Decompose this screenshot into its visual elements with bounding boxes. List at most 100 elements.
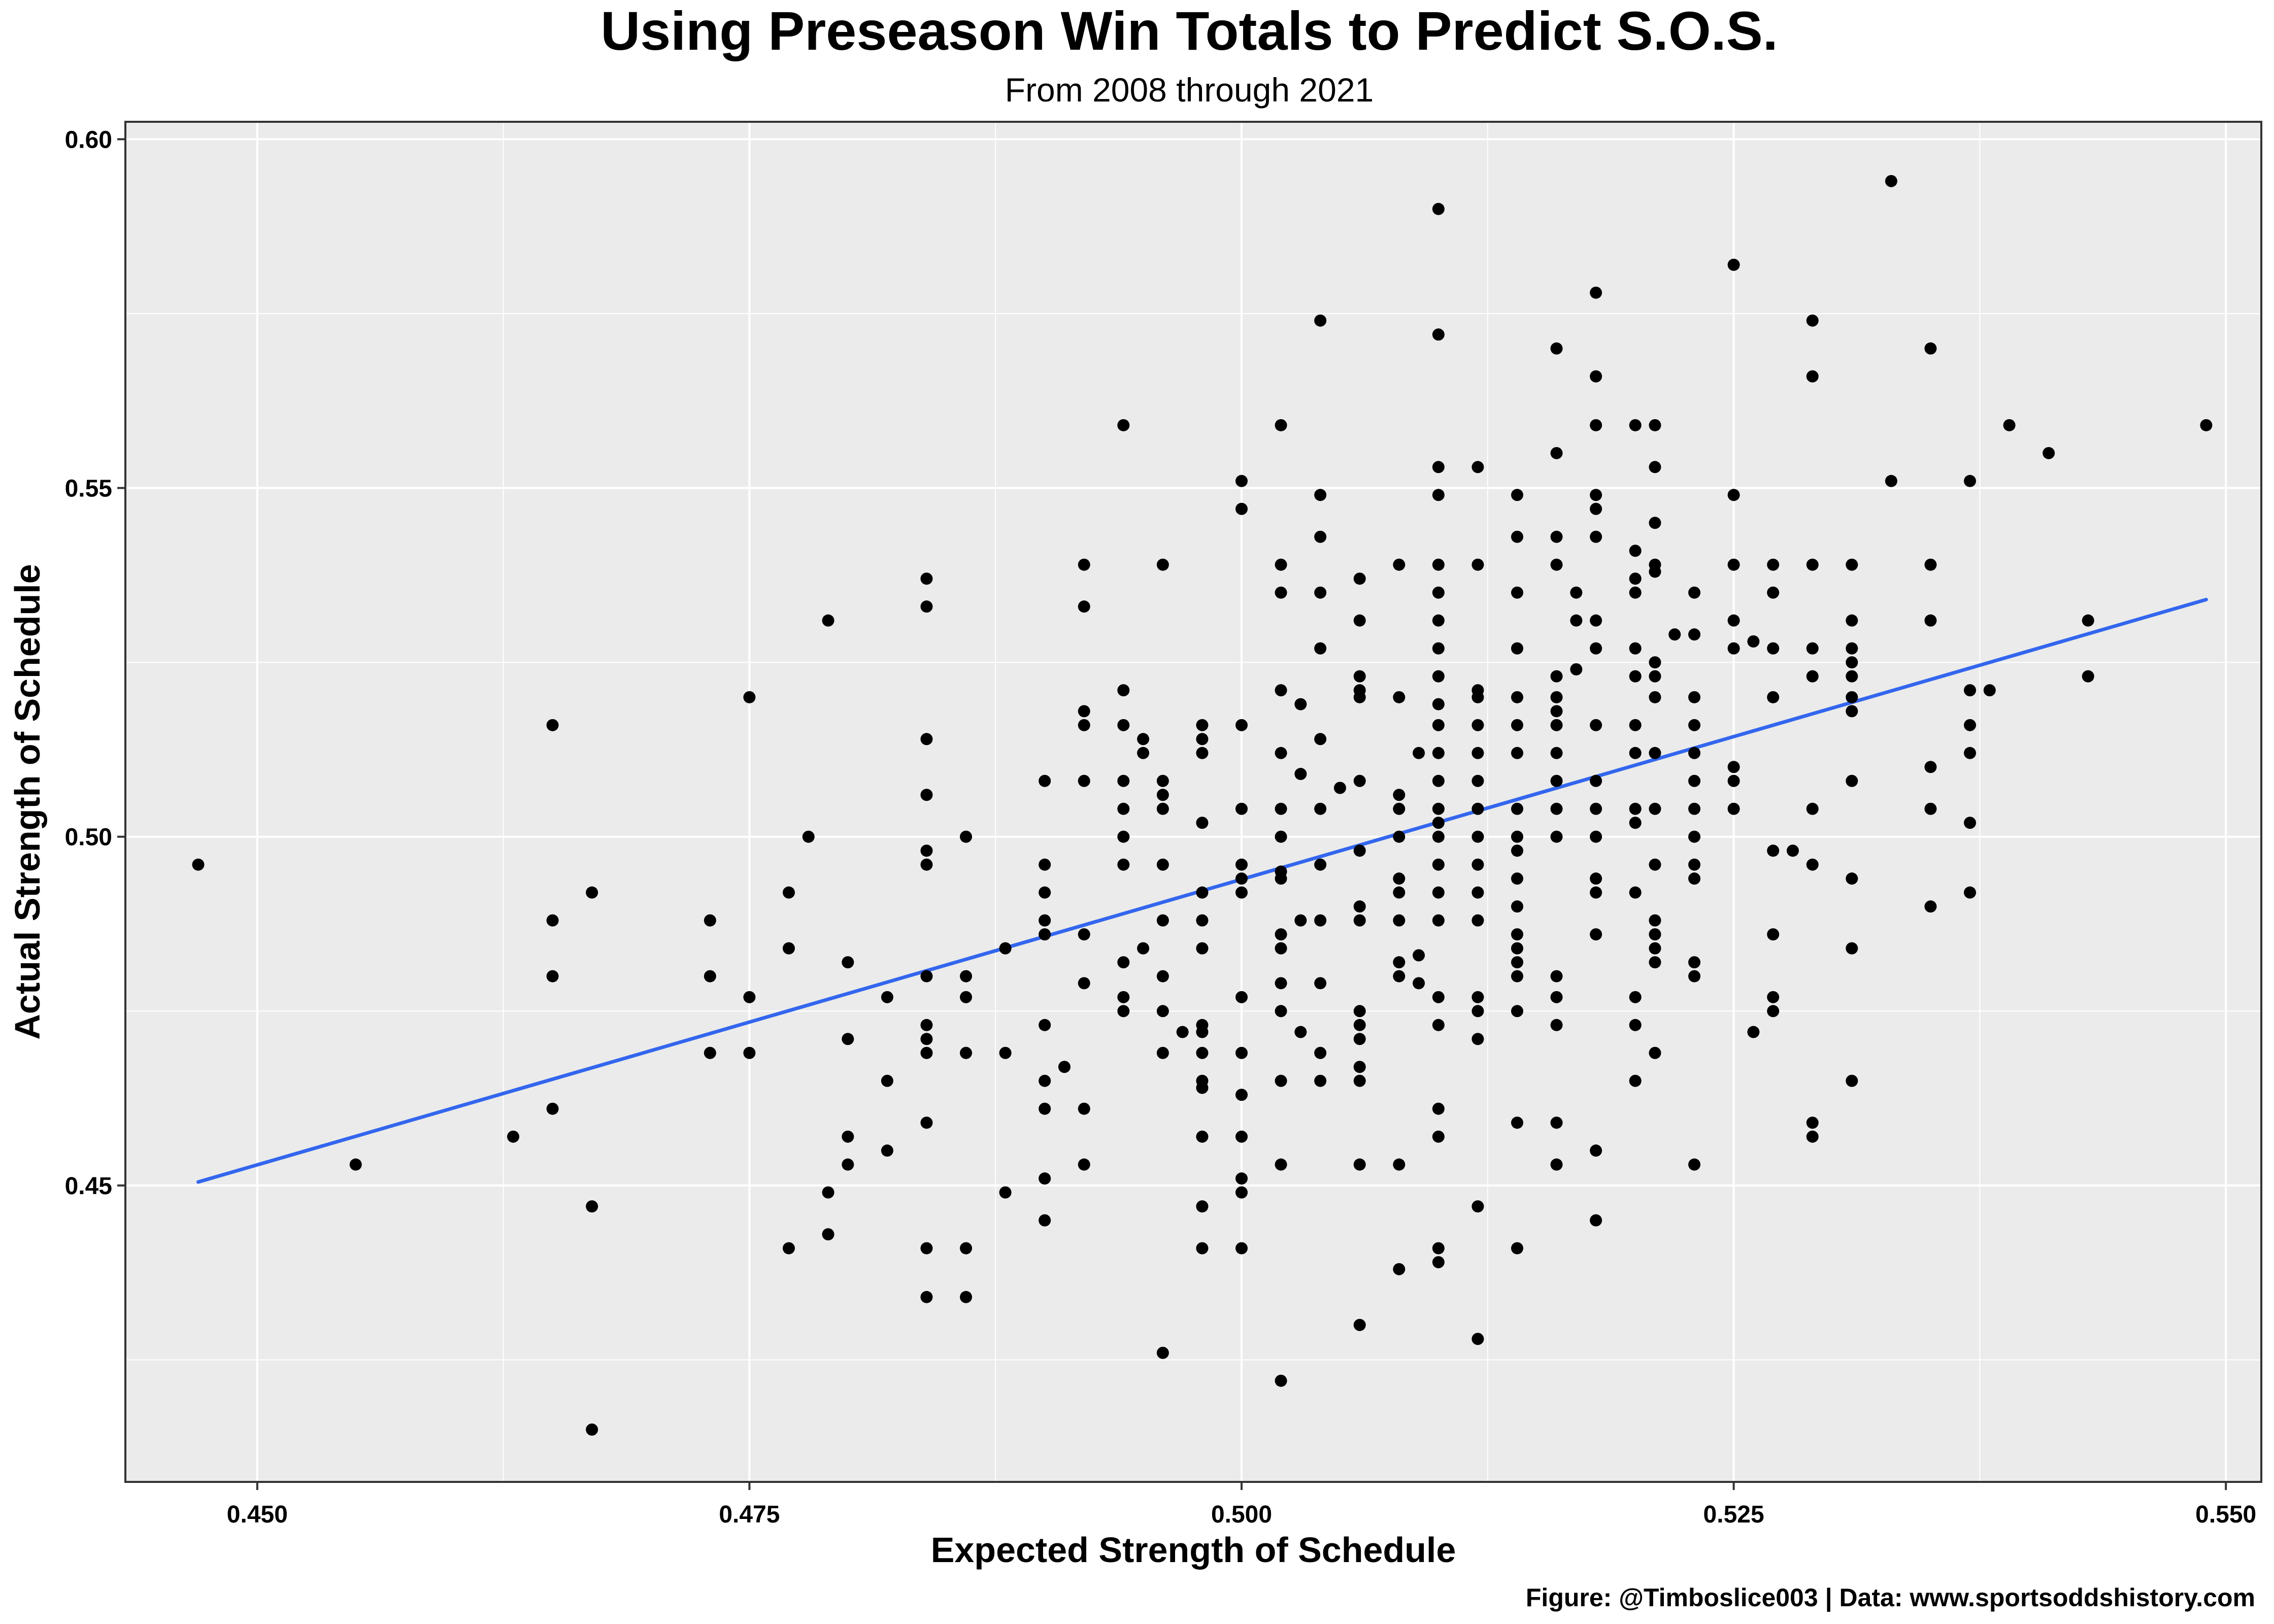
data-point: [1964, 886, 1977, 899]
data-point: [1688, 830, 1701, 843]
data-point: [1590, 286, 1602, 299]
data-point: [1846, 691, 1858, 703]
data-point: [1196, 1026, 1209, 1038]
data-point: [1117, 956, 1130, 969]
data-point: [1314, 642, 1327, 655]
data-point: [1432, 328, 1445, 341]
data-point: [1786, 844, 1799, 857]
data-point: [1294, 914, 1307, 927]
data-point: [1058, 1061, 1071, 1073]
data-point: [1117, 830, 1130, 843]
data-point: [1590, 830, 1602, 843]
data-point: [1590, 886, 1602, 899]
data-point: [1294, 1026, 1307, 1038]
data-point: [1472, 1033, 1484, 1045]
data-point: [1156, 558, 1169, 571]
data-point: [1649, 1046, 1661, 1059]
data-point: [1432, 719, 1445, 731]
data-point: [783, 886, 795, 899]
data-point: [1196, 1200, 1209, 1213]
data-point: [1294, 768, 1307, 781]
data-point: [1314, 914, 1327, 927]
data-point: [1590, 872, 1602, 885]
data-point: [1472, 774, 1484, 787]
data-point: [881, 991, 893, 1003]
data-point: [1590, 928, 1602, 941]
data-point: [1156, 802, 1169, 815]
data-point: [1117, 802, 1130, 815]
data-point: [1472, 858, 1484, 871]
data-point: [1235, 502, 1248, 515]
data-point: [1117, 1005, 1130, 1018]
data-point: [1039, 1074, 1051, 1087]
data-point: [842, 1130, 854, 1143]
data-point: [1570, 614, 1583, 627]
data-point: [1432, 817, 1445, 829]
data-point: [920, 789, 933, 801]
data-point: [1590, 614, 1602, 627]
data-point: [1590, 774, 1602, 787]
plot-border: [124, 121, 2262, 1483]
data-point: [1432, 991, 1445, 1003]
data-point: [1333, 782, 1346, 794]
data-point: [1590, 642, 1602, 655]
data-point: [1432, 1130, 1445, 1143]
data-point: [1156, 858, 1169, 871]
data-point: [1727, 642, 1740, 655]
data-point: [1137, 942, 1150, 955]
data-point: [1078, 600, 1090, 613]
data-point: [1314, 586, 1327, 599]
data-point: [1511, 1116, 1523, 1129]
data-point: [1314, 1074, 1327, 1087]
data-point: [1353, 1318, 1366, 1331]
data-point: [1137, 733, 1150, 746]
data-point: [1196, 1081, 1209, 1094]
data-point: [1472, 914, 1484, 927]
data-point: [1117, 991, 1130, 1003]
data-point: [1964, 475, 1977, 487]
data-point: [1550, 747, 1563, 759]
data-point: [1688, 691, 1701, 703]
data-point: [1924, 761, 1937, 773]
data-point: [1117, 719, 1130, 731]
data-point: [1472, 1005, 1484, 1018]
data-point: [1393, 691, 1406, 703]
data-point: [1235, 991, 1248, 1003]
data-point: [1117, 684, 1130, 697]
data-point: [546, 914, 559, 927]
data-point: [1649, 691, 1661, 703]
data-point: [1511, 489, 1523, 501]
data-point: [1176, 1026, 1189, 1038]
data-point: [1472, 886, 1484, 899]
data-point: [1078, 558, 1090, 571]
data-point: [1196, 719, 1209, 731]
data-point: [1668, 628, 1681, 641]
data-point: [1353, 1005, 1366, 1018]
data-point: [1747, 635, 1760, 648]
data-point: [1196, 817, 1209, 829]
data-point: [920, 858, 933, 871]
data-point: [1275, 1005, 1287, 1018]
data-point: [1846, 558, 1858, 571]
data-point: [1550, 991, 1563, 1003]
data-point: [1511, 747, 1523, 759]
data-point: [1688, 586, 1701, 599]
data-point: [1727, 774, 1740, 787]
data-point: [1156, 789, 1169, 801]
data-point: [1353, 900, 1366, 913]
data-point: [1472, 747, 1484, 759]
data-point: [1885, 175, 1897, 187]
data-point: [822, 614, 834, 627]
data-points: [192, 175, 2213, 1436]
data-point: [1235, 1046, 1248, 1059]
data-point: [1629, 747, 1642, 759]
data-point: [1432, 747, 1445, 759]
x-tick-label: 0.550: [2195, 1501, 2256, 1528]
data-point: [1550, 1116, 1563, 1129]
data-point: [1629, 545, 1642, 557]
data-point: [1235, 858, 1248, 871]
data-point: [1393, 956, 1406, 969]
data-point: [1767, 586, 1780, 599]
data-point: [1039, 1102, 1051, 1115]
data-point: [1550, 970, 1563, 983]
